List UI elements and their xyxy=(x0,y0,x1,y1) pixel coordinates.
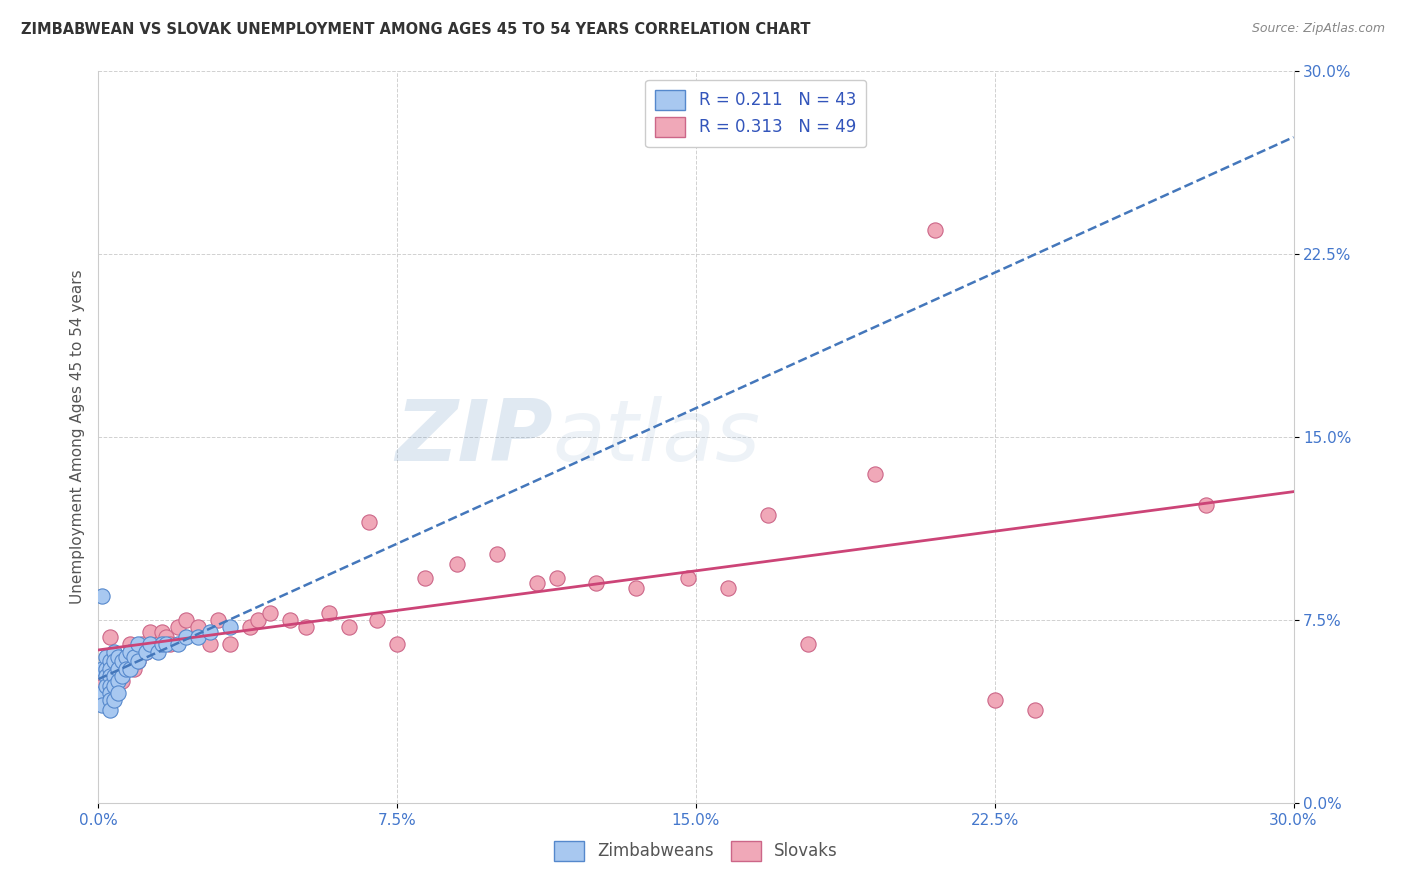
Point xyxy=(98,669,122,683)
Point xyxy=(135,645,157,659)
Legend: Zimbabweans, Slovaks: Zimbabweans, Slovaks xyxy=(547,834,845,868)
Point xyxy=(107,662,129,676)
Point xyxy=(863,467,886,481)
Point xyxy=(107,662,129,676)
Point xyxy=(446,557,468,571)
Point xyxy=(174,630,197,644)
Point xyxy=(91,686,114,700)
Point xyxy=(485,547,508,561)
Point xyxy=(111,669,134,683)
Point xyxy=(385,637,409,651)
Point xyxy=(120,645,142,659)
Point xyxy=(246,613,269,627)
Text: ZIP: ZIP xyxy=(395,395,553,479)
Point xyxy=(259,606,281,620)
Point xyxy=(585,576,607,591)
Point xyxy=(91,693,114,707)
Point xyxy=(983,693,1005,707)
Point xyxy=(155,637,177,651)
Point xyxy=(131,637,153,651)
Point xyxy=(98,693,122,707)
Point xyxy=(526,576,548,591)
Point xyxy=(103,654,125,668)
Point xyxy=(127,637,149,651)
Point xyxy=(413,572,436,586)
Point xyxy=(135,645,157,659)
Point xyxy=(96,669,118,683)
Point xyxy=(98,703,122,717)
Point xyxy=(676,572,699,586)
Point xyxy=(174,613,197,627)
Point xyxy=(359,516,381,530)
Point xyxy=(198,637,221,651)
Point xyxy=(111,654,134,668)
Point xyxy=(139,625,162,640)
Point xyxy=(155,630,177,644)
Point xyxy=(159,637,181,651)
Point xyxy=(278,613,301,627)
Point xyxy=(91,679,114,693)
Point xyxy=(98,686,122,700)
Point xyxy=(167,620,190,634)
Point xyxy=(120,662,142,676)
Point xyxy=(318,606,340,620)
Point xyxy=(98,654,122,668)
Point xyxy=(1024,703,1046,717)
Point xyxy=(219,637,242,651)
Point xyxy=(107,686,129,700)
Point xyxy=(103,679,125,693)
Point xyxy=(339,620,360,634)
Point xyxy=(139,637,162,651)
Point xyxy=(127,654,149,668)
Point xyxy=(111,673,134,688)
Point xyxy=(1195,499,1218,513)
Point xyxy=(107,673,129,688)
Point xyxy=(98,662,122,676)
Point xyxy=(756,508,779,522)
Point xyxy=(366,613,388,627)
Text: atlas: atlas xyxy=(553,395,761,479)
Point xyxy=(96,662,118,676)
Point xyxy=(107,649,129,664)
Point xyxy=(148,645,170,659)
Point xyxy=(294,620,316,634)
Point xyxy=(796,637,818,651)
Point xyxy=(103,693,125,707)
Point xyxy=(115,649,138,664)
Point xyxy=(127,654,149,668)
Point xyxy=(91,589,114,603)
Point xyxy=(103,645,125,659)
Point xyxy=(120,637,142,651)
Point xyxy=(546,572,568,586)
Point xyxy=(96,649,118,664)
Point xyxy=(103,669,125,683)
Point xyxy=(124,662,146,676)
Point xyxy=(207,613,229,627)
Point xyxy=(124,649,146,664)
Point xyxy=(717,581,740,595)
Point xyxy=(924,223,946,237)
Point xyxy=(148,637,170,651)
Point xyxy=(98,679,122,693)
Point xyxy=(150,637,173,651)
Point xyxy=(115,654,138,668)
Point xyxy=(91,698,114,713)
Point xyxy=(115,662,138,676)
Point xyxy=(98,630,122,644)
Point xyxy=(198,625,221,640)
Point xyxy=(96,679,118,693)
Point xyxy=(187,630,209,644)
Text: Source: ZipAtlas.com: Source: ZipAtlas.com xyxy=(1251,22,1385,36)
Point xyxy=(150,625,173,640)
Y-axis label: Unemployment Among Ages 45 to 54 years: Unemployment Among Ages 45 to 54 years xyxy=(69,269,84,605)
Point xyxy=(187,620,209,634)
Point xyxy=(239,620,262,634)
Point xyxy=(219,620,242,634)
Point xyxy=(167,637,190,651)
Point xyxy=(624,581,647,595)
Point xyxy=(98,649,122,664)
Point xyxy=(91,662,114,676)
Text: ZIMBABWEAN VS SLOVAK UNEMPLOYMENT AMONG AGES 45 TO 54 YEARS CORRELATION CHART: ZIMBABWEAN VS SLOVAK UNEMPLOYMENT AMONG … xyxy=(21,22,811,37)
